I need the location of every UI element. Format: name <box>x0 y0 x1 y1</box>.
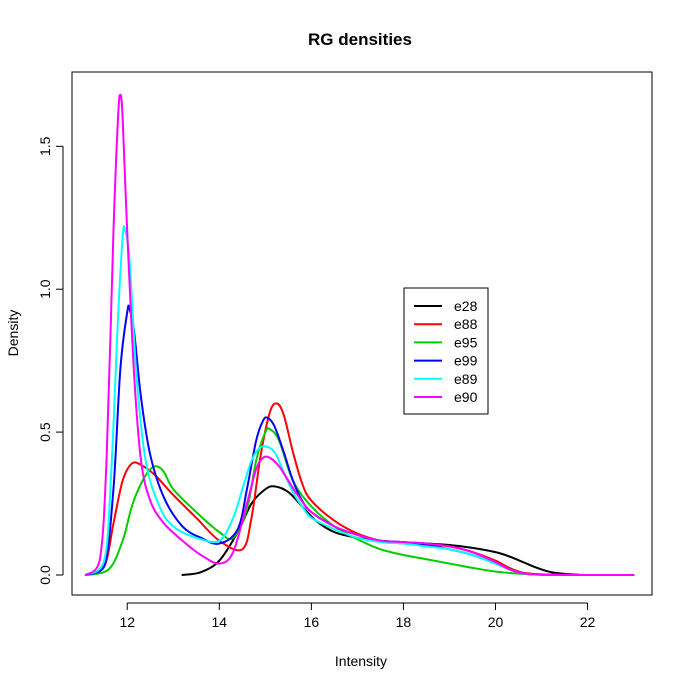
series-line-e89 <box>84 225 635 576</box>
y-axis-label: Density <box>5 310 21 357</box>
legend-label-e90: e90 <box>454 389 478 405</box>
legend-label-e99: e99 <box>454 353 478 369</box>
y-tick-label: 1.0 <box>37 279 53 299</box>
plot-area-frame <box>71 71 653 596</box>
x-tick-label: 20 <box>488 614 504 630</box>
legend-label-e88: e88 <box>454 316 478 332</box>
legend-box <box>403 287 489 415</box>
x-tick-label: 16 <box>304 614 320 630</box>
series-group <box>84 93 635 576</box>
y-tick-label: 0.0 <box>37 565 53 585</box>
legend-label-e95: e95 <box>454 334 478 350</box>
series-line-e95 <box>84 427 635 576</box>
y-tick-label: 0.5 <box>37 422 53 442</box>
x-tick-label: 12 <box>119 614 135 630</box>
series-line-e90 <box>84 93 635 576</box>
x-tick-label: 22 <box>580 614 596 630</box>
x-tick-label: 18 <box>396 614 412 630</box>
legend-label-e28: e28 <box>454 298 478 314</box>
y-tick-label: 1.5 <box>37 136 53 156</box>
x-tick-label: 14 <box>212 614 228 630</box>
chart-title: RG densities <box>308 30 412 49</box>
legend: e28 e88 e95 e99 e89 e90 <box>403 287 489 415</box>
x-axis: 12 14 16 18 20 22 <box>119 602 596 630</box>
legend-label-e89: e89 <box>454 371 478 387</box>
x-axis-label: Intensity <box>335 653 387 669</box>
y-axis: 0.0 0.5 1.0 1.5 <box>37 136 64 585</box>
